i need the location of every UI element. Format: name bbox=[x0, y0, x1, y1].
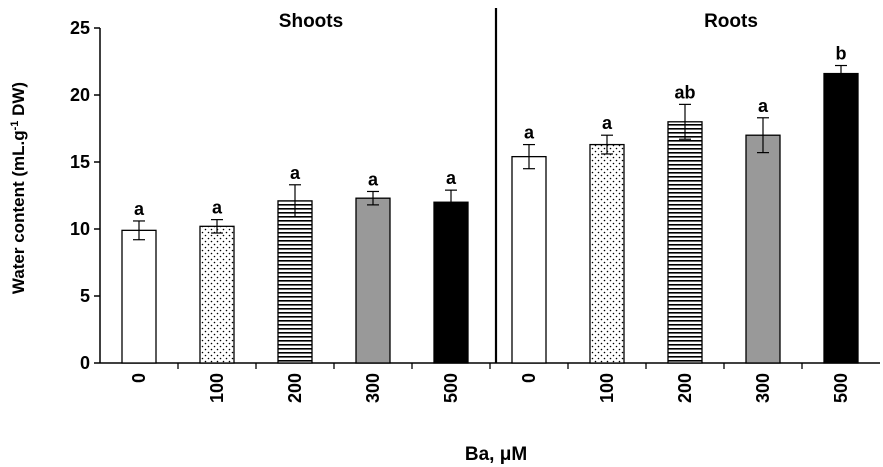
bar-roots-500 bbox=[823, 72, 859, 364]
y-tick-label-10: 10 bbox=[70, 219, 90, 239]
y-axis-label: Water content (mL.g-1 DW) bbox=[9, 82, 28, 294]
panel-title-shoots: Shoots bbox=[279, 11, 343, 32]
significance-label: a bbox=[524, 123, 535, 143]
x-tick-label-0: 0 bbox=[519, 373, 539, 383]
x-tick-label-100: 100 bbox=[597, 373, 617, 403]
x-axis-label: Ba, μM bbox=[465, 444, 527, 465]
significance-label: a bbox=[212, 198, 223, 218]
x-tick-label-0: 0 bbox=[129, 373, 149, 383]
x-tick-label-500: 500 bbox=[441, 373, 461, 403]
y-tick-label-0: 0 bbox=[80, 353, 90, 373]
significance-label: ab bbox=[674, 82, 695, 102]
bar-roots-100 bbox=[589, 143, 625, 364]
x-tick-label-500: 500 bbox=[831, 373, 851, 403]
bar-shoots-100 bbox=[199, 225, 235, 364]
y-tick-label-5: 5 bbox=[80, 286, 90, 306]
bar-roots-300 bbox=[745, 134, 781, 364]
y-tick-label-25: 25 bbox=[70, 18, 90, 38]
bar-shoots-200 bbox=[277, 200, 313, 364]
bar-roots-200 bbox=[667, 121, 703, 364]
bar-shoots-500 bbox=[433, 201, 469, 364]
significance-label: b bbox=[836, 44, 847, 64]
x-tick-label-200: 200 bbox=[675, 373, 695, 403]
x-tick-label-200: 200 bbox=[285, 373, 305, 403]
bar-roots-0 bbox=[511, 155, 547, 364]
bar-shoots-0 bbox=[121, 229, 157, 364]
x-tick-label-300: 300 bbox=[753, 373, 773, 403]
y-tick-label-20: 20 bbox=[70, 85, 90, 105]
significance-label: a bbox=[134, 199, 145, 219]
bar-shoots-300 bbox=[355, 197, 391, 364]
x-tick-label-300: 300 bbox=[363, 373, 383, 403]
significance-label: a bbox=[368, 169, 379, 189]
significance-label: a bbox=[758, 96, 769, 116]
x-tick-label-100: 100 bbox=[207, 373, 227, 403]
y-tick-label-15: 15 bbox=[70, 152, 90, 172]
significance-label: a bbox=[602, 113, 613, 133]
significance-label: a bbox=[290, 163, 301, 183]
panel-title-roots: Roots bbox=[704, 11, 758, 32]
significance-label: a bbox=[446, 168, 457, 188]
